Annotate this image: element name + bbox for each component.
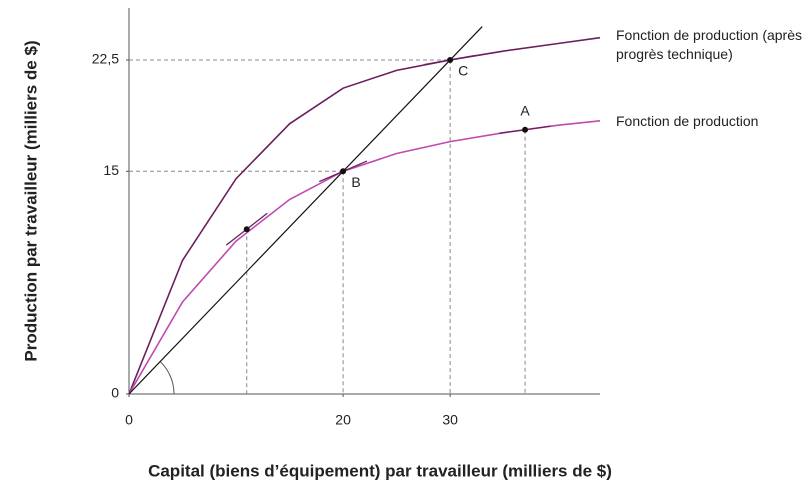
series-line — [128, 36, 601, 395]
series-line — [128, 26, 483, 395]
x-axis-title: Capital (biens d’équipement) par travail… — [148, 461, 612, 480]
series-label: Fonction de production (après progrès te… — [616, 26, 802, 62]
x-tick-label: 30 — [442, 412, 458, 428]
y-axis-title: Production par travailleur (milliers de … — [21, 40, 40, 361]
point-label: B — [351, 174, 360, 190]
point-label: A — [520, 102, 530, 118]
point-label: C — [458, 63, 468, 79]
point — [447, 56, 454, 63]
y-tick-label: 15 — [103, 162, 119, 178]
y-tick-label: 0 — [111, 385, 119, 401]
x-tick-label: 0 — [125, 412, 133, 428]
series-label: Fonction de production — [616, 112, 759, 129]
point — [522, 126, 529, 133]
y-tick-label: 22,5 — [92, 51, 119, 67]
x-tick-label: 20 — [335, 412, 351, 428]
point — [340, 168, 347, 175]
angle-arc — [159, 361, 175, 395]
point — [243, 226, 250, 233]
